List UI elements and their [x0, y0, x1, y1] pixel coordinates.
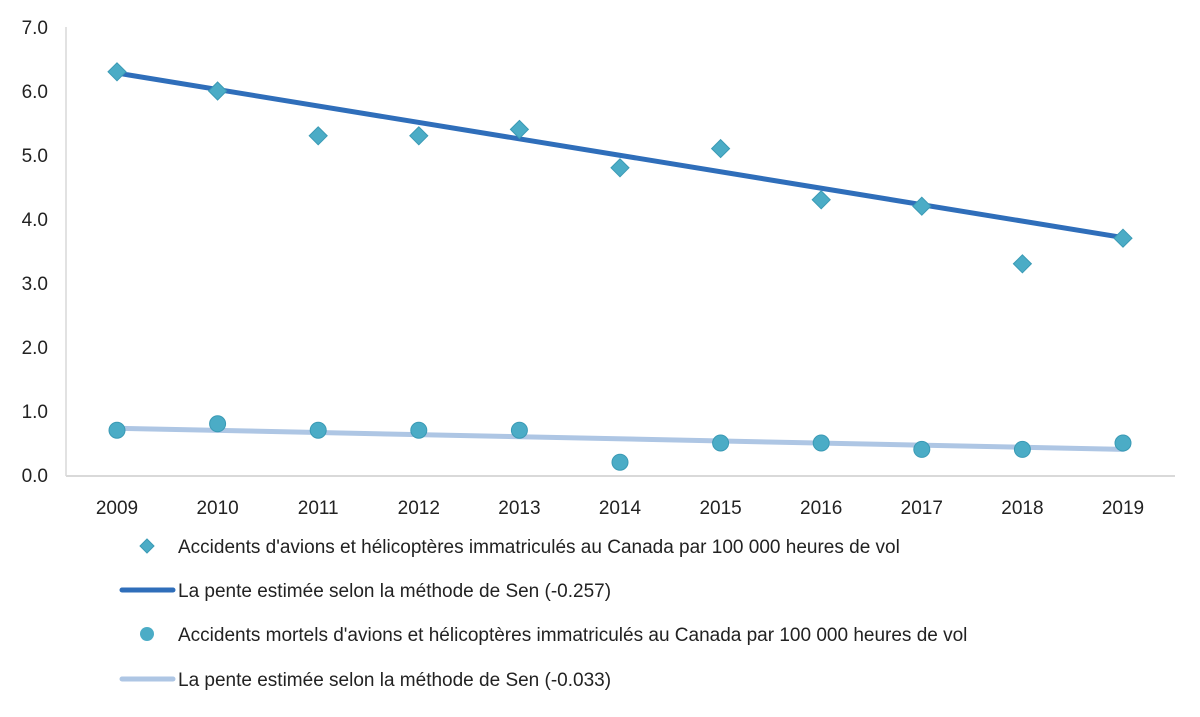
data-point-circle	[611, 453, 629, 471]
y-tick-label: 2.0	[22, 338, 48, 359]
data-point-circle	[913, 440, 931, 458]
x-tick-label: 2016	[800, 498, 842, 519]
legend-entry: La pente estimée selon la méthode de Sen…	[178, 670, 611, 691]
legend-diamond-icon	[139, 538, 155, 554]
legend-entry: Accidents d'avions et hélicoptères immat…	[178, 537, 900, 558]
data-point-diamond	[409, 126, 429, 146]
x-tick-label: 2015	[699, 498, 741, 519]
x-tick-label: 2013	[498, 498, 540, 519]
data-point-diamond	[811, 190, 831, 210]
data-point-diamond	[710, 138, 731, 159]
data-point-diamond	[308, 126, 328, 146]
data-point-diamond	[207, 81, 228, 101]
y-tick-label: 4.0	[22, 210, 48, 231]
y-tick-label: 0.0	[22, 466, 48, 487]
data-point-circle	[712, 434, 730, 452]
trend-line-3	[114, 425, 1126, 452]
marks	[107, 62, 1133, 471]
y-tick-label: 1.0	[22, 402, 48, 423]
y-tick-label: 3.0	[22, 274, 48, 295]
y-tick-label: 5.0	[22, 146, 48, 167]
trend-line-1	[114, 70, 1126, 241]
legend: Accidents d'avions et hélicoptères immat…	[119, 537, 967, 691]
data-point-circle	[309, 421, 327, 439]
x-tick-label: 2010	[196, 498, 238, 519]
x-tick-label: 2018	[1001, 498, 1043, 519]
data-point-diamond	[912, 196, 932, 216]
x-tick-label: 2009	[96, 498, 138, 519]
data-point-diamond	[1012, 254, 1033, 274]
x-tick-label: 2014	[599, 498, 642, 519]
data-point-diamond	[107, 62, 127, 82]
data-point-circle	[510, 421, 528, 439]
data-point-circle	[410, 421, 428, 439]
x-tick-label: 2012	[398, 498, 440, 519]
data-point-circle	[209, 415, 227, 433]
x-tick-label: 2019	[1102, 498, 1144, 519]
x-tick-label: 2011	[298, 498, 339, 519]
data-point-circle	[1114, 434, 1132, 452]
y-tick-label: 6.0	[22, 82, 48, 103]
y-tick-label: 7.0	[22, 18, 48, 39]
data-point-circle	[812, 434, 830, 452]
axes: 0.0 1.0 2.0 3.0 4.0 5.0 6.0 7.0 2009 2010 2011 2012…	[22, 18, 1175, 519]
legend-entry: La pente estimée selon la méthode de Sen…	[178, 581, 611, 602]
x-tick-label: 2017	[901, 498, 943, 519]
data-point-diamond	[610, 158, 630, 178]
data-point-circle	[108, 421, 126, 439]
legend-entry: Accidents mortels d'avions et hélicoptèr…	[178, 625, 967, 646]
data-point-diamond	[1113, 228, 1133, 248]
data-point-circle	[1013, 440, 1031, 458]
data-point-diamond	[509, 119, 530, 140]
legend-circle-icon	[140, 627, 154, 641]
